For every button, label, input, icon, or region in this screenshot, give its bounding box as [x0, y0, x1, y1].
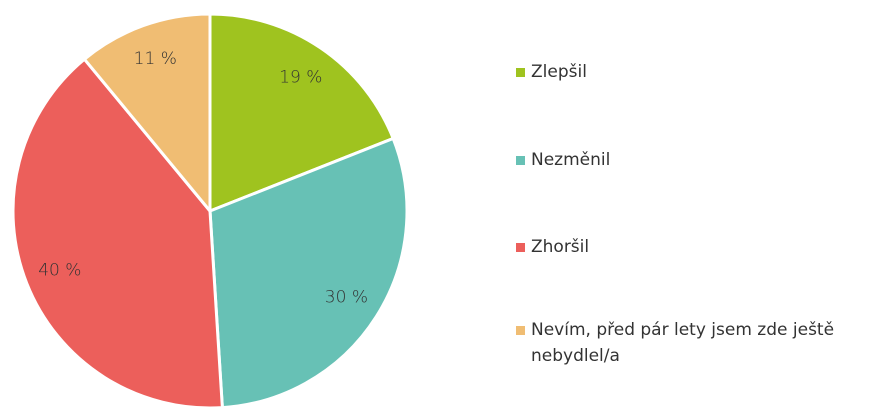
legend-label: Zlepšil: [531, 62, 587, 82]
legend-label: Nevím, před pár lety jsem zde ještě neby…: [531, 320, 835, 366]
pie-area: 19 % 30 % 40 % 11 %: [11, 12, 409, 407]
legend-item: Nezměnil: [516, 147, 856, 173]
legend-item: Zlepšil: [516, 59, 856, 85]
legend-label: Nezměnil: [531, 150, 611, 170]
legend-label: Zhoršil: [531, 237, 590, 257]
pie-slice: [11, 57, 224, 407]
pie-slice: [82, 12, 212, 216]
data-label: 19 %: [279, 67, 322, 87]
legend-swatch: [516, 326, 525, 335]
legend-swatch: [516, 156, 525, 165]
legend-swatch: [516, 68, 525, 77]
legend-swatch: [516, 243, 525, 252]
data-label: 30 %: [325, 288, 368, 308]
data-label: 11 %: [134, 49, 177, 69]
pie-slice: [208, 12, 396, 214]
legend-item: Zhoršil: [516, 234, 856, 260]
pie-slice: [208, 136, 409, 407]
data-label: 40 %: [38, 260, 81, 280]
legend-item: Nevím, před pár lety jsem zde ještě neby…: [516, 317, 856, 369]
